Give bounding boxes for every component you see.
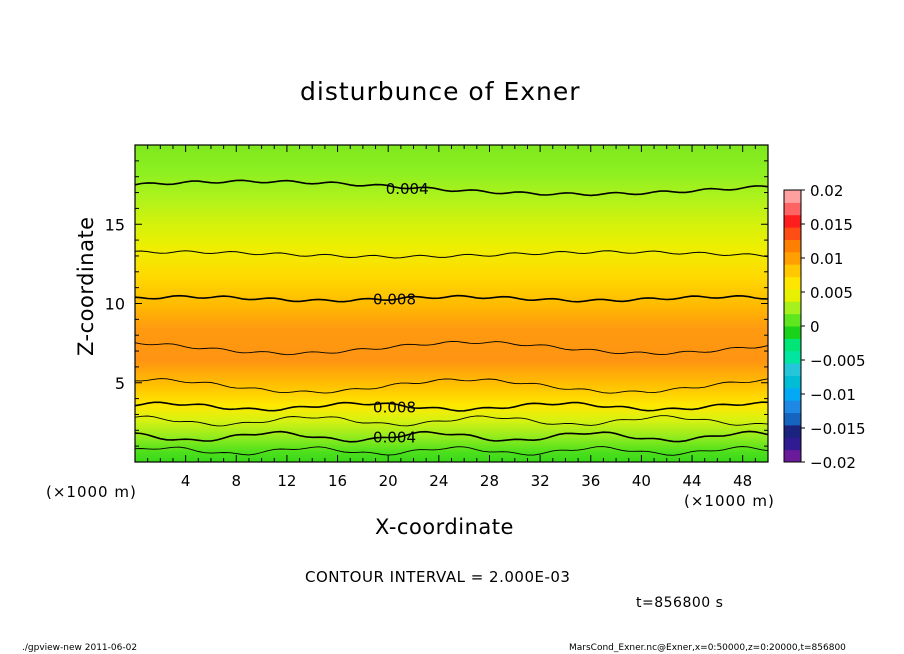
colorbar-swatch [784, 288, 801, 302]
contour-interval-note: CONTOUR INTERVAL = 2.000E-03 [305, 568, 571, 586]
contour-label: 0.008 [373, 399, 416, 417]
contour-line [134, 446, 769, 456]
colorbar-swatch [784, 264, 801, 278]
colorbar-swatch [784, 276, 801, 290]
contour-line [134, 415, 769, 427]
colorbar-swatch [784, 375, 801, 389]
colorbar-tick-label: 0.01 [810, 250, 843, 268]
colorbar-tick-label: −0.01 [810, 386, 856, 404]
contour-line [134, 378, 769, 394]
x-tick-label: 8 [232, 472, 242, 490]
footer-left: ./gpview-new 2011-06-02 [22, 643, 138, 653]
colorbar-swatch [784, 227, 801, 240]
colorbar-tick-label: 0 [810, 318, 820, 336]
colorbar-swatch [784, 387, 801, 401]
x-axis-unit: (×1000 m) [684, 492, 775, 510]
colorbar-swatch [784, 412, 801, 426]
colorbar-swatch [784, 338, 801, 352]
plot-area: 0.004 0.008 0.008 0.004 [134, 144, 769, 463]
colorbar-swatch [784, 239, 801, 253]
colorbar-swatch [784, 202, 801, 216]
colorbar-swatch [784, 437, 801, 451]
x-tick-label: 48 [733, 472, 752, 490]
colorbar-tick-label: 0.005 [810, 284, 853, 302]
colorbar-tick-label: 0.015 [810, 216, 853, 234]
colorbar-swatch [784, 313, 801, 327]
y-axis-title: Z-coordinate [74, 216, 98, 356]
contour-line [134, 294, 769, 303]
colorbar-tick-label: 0.02 [810, 182, 843, 200]
x-tick-label: 28 [480, 472, 499, 490]
contour-label: 0.008 [373, 291, 416, 309]
contour-line [134, 401, 769, 412]
colorbar-tick-label: −0.005 [810, 352, 866, 370]
y-axis: 5 10 15 [105, 160, 768, 447]
x-axis: 4 8 12 16 20 24 28 32 36 40 44 48 [147, 145, 756, 490]
x-tick-label: 36 [581, 472, 600, 490]
contour-line [134, 340, 769, 356]
colorbar-swatch [784, 190, 801, 203]
y-tick-label: 5 [115, 374, 125, 393]
x-tick-label: 4 [181, 472, 191, 490]
y-tick-label: 10 [105, 295, 125, 314]
y-tick-label: 15 [105, 215, 125, 234]
x-tick-label: 20 [379, 472, 398, 490]
colorbar-swatch [784, 350, 801, 364]
footer-right: MarsCond_Exner.nc@Exner,x=0:50000,z=0:20… [569, 643, 846, 653]
colorbar-tick-label: −0.02 [810, 454, 856, 472]
contour-label: 0.004 [386, 180, 429, 198]
colorbar-swatch [784, 251, 801, 265]
contour-line [134, 179, 769, 197]
colorbar-swatch [784, 400, 801, 414]
x-tick-label: 44 [682, 472, 701, 490]
x-axis-title: X-coordinate [375, 515, 514, 539]
x-tick-label: 24 [429, 472, 448, 490]
contour-line [134, 430, 769, 443]
contour-line [134, 250, 769, 259]
contour-label: 0.004 [373, 429, 416, 447]
colorbar-swatch [784, 449, 801, 463]
contour-labels: 0.004 0.008 0.008 0.004 [373, 180, 429, 447]
x-tick-label: 16 [328, 472, 347, 490]
x-tick-label: 40 [632, 472, 651, 490]
colorbar-swatch [784, 301, 801, 315]
contour-lines [134, 179, 769, 456]
colorbar-swatch [784, 326, 801, 339]
y-axis-unit: (×1000 m) [46, 483, 137, 501]
time-label: t=856800 s [636, 595, 724, 611]
colorbar-swatch [784, 424, 801, 438]
x-tick-label: 12 [277, 472, 296, 490]
colorbar-swatch [784, 214, 801, 228]
x-tick-label: 32 [531, 472, 550, 490]
colorbar-swatch [784, 363, 801, 376]
chart-title: disturbunce of Exner [300, 77, 581, 106]
colorbar-tick-label: −0.015 [810, 420, 866, 438]
colorbar: 0.02 0.015 0.01 0.005 0 −0.005 −0.01 −0.015 −0.0… [783, 182, 866, 472]
